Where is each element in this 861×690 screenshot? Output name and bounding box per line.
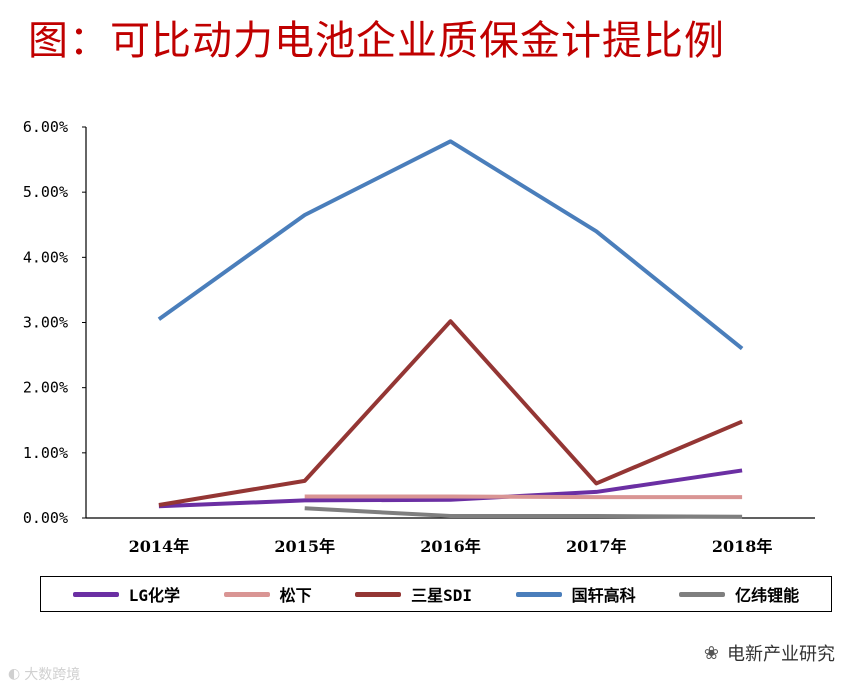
y-tick-label: 6.00% <box>23 118 68 136</box>
legend-label: 三星SDI <box>411 586 473 605</box>
watermark-right: ❀ 电新产业研究 <box>704 640 835 666</box>
legend-label: 松下 <box>279 586 312 605</box>
wechat-icon: ❀ <box>703 642 719 664</box>
legend-item-lg: LG化学 <box>72 582 181 606</box>
legend-swatch <box>223 591 270 597</box>
y-tick-label: 3.00% <box>23 314 68 332</box>
y-tick-label: 1.00% <box>23 444 68 462</box>
x-tick-label: 2016年 <box>420 537 481 556</box>
legend-swatch <box>355 591 402 597</box>
legend-item-guoxuan: 国轩高科 <box>515 582 636 606</box>
weibo-icon: ◐ <box>8 666 21 682</box>
watermark-left: ◐ 大数跨境 <box>8 664 80 684</box>
legend-label: 国轩高科 <box>571 586 636 605</box>
y-tick-label: 4.00% <box>23 248 68 266</box>
series-line-eve <box>304 506 743 519</box>
chart-legend: LG化学 松下 三星SDI 国轩高科 亿纬锂能 <box>40 576 832 612</box>
legend-label: LG化学 <box>128 586 181 605</box>
y-tick-label: 0.00% <box>23 509 68 527</box>
x-tick-label: 2014年 <box>129 537 190 556</box>
legend-item-eve: 亿纬锂能 <box>679 582 799 606</box>
line-chart: 0.00% 1.00% 2.00% 3.00% 4.00% 5.00% 6.00% 2014年… <box>23 118 815 556</box>
legend-item-panasonic: 松下 <box>223 582 312 606</box>
x-tick-label: 2018年 <box>712 537 773 556</box>
legend-item-samsung: 三星SDI <box>355 582 472 606</box>
series-line-lg <box>158 468 743 509</box>
watermark-left-text: 大数跨境 <box>24 667 81 683</box>
series-line-guoxuan <box>157 139 744 351</box>
x-tick-label: 2017年 <box>566 537 627 556</box>
legend-swatch <box>72 591 119 597</box>
chart-title: 图：可比动力电池企业质保金计提比例 <box>28 18 725 64</box>
series-line-panasonic <box>304 494 743 500</box>
y-tick-label: 2.00% <box>23 379 68 397</box>
series-line-samsung <box>158 319 743 507</box>
legend-swatch <box>515 591 562 597</box>
watermark-right-text: 电新产业研究 <box>727 644 835 665</box>
y-tick-label: 5.00% <box>23 183 68 201</box>
x-tick-label: 2015年 <box>274 537 335 556</box>
legend-swatch <box>679 591 726 597</box>
legend-label: 亿纬锂能 <box>735 586 800 605</box>
